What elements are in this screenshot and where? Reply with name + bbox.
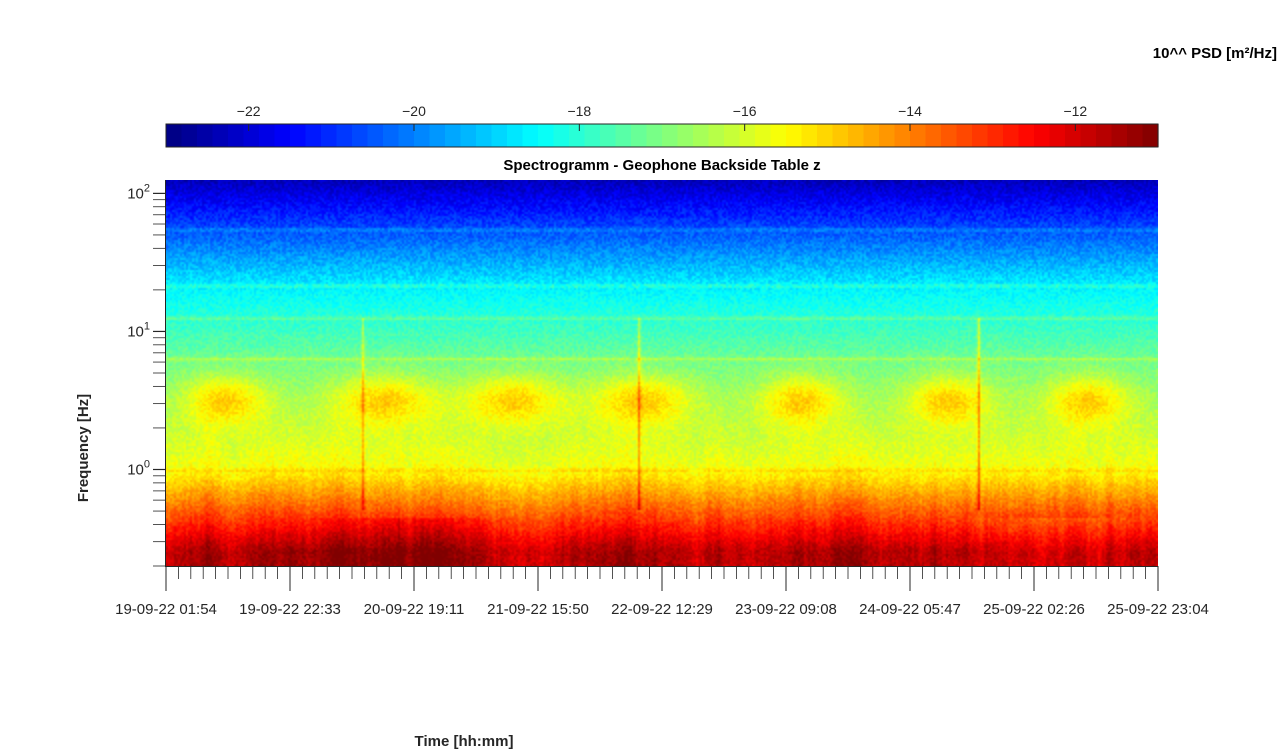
x-tick-label: 22-09-22 12:29: [611, 601, 713, 618]
colorbar-cell: [832, 124, 849, 147]
colorbar-tick-label: −12: [1063, 103, 1087, 119]
x-tick-label: 19-09-22 01:54: [115, 601, 217, 618]
colorbar-cell: [631, 124, 648, 147]
colorbar-cell: [584, 124, 601, 147]
colorbar-cell: [1018, 124, 1035, 147]
y-axis: 100 101 102: [127, 180, 166, 567]
colorbar-cell: [600, 124, 617, 147]
colorbar-cell: [259, 124, 276, 147]
colorbar-cell: [181, 124, 198, 147]
colorbar-cell: [476, 124, 493, 147]
colorbar-cell: [290, 124, 307, 147]
colorbar-cell: [925, 124, 942, 147]
y-tick-label: 100: [127, 459, 150, 479]
colorbar-cell: [708, 124, 725, 147]
colorbar-cell: [460, 124, 477, 147]
colorbar-cell: [553, 124, 570, 147]
x-axis-label: Time [hh:mm]: [415, 733, 514, 750]
colorbar-cell: [879, 124, 896, 147]
colorbar-cell: [987, 124, 1004, 147]
colorbar-tick-label: −22: [237, 103, 261, 119]
colorbar-cell: [414, 124, 431, 147]
colorbar-cell: [677, 124, 694, 147]
colorbar-cell: [398, 124, 415, 147]
spectrogram-image: [166, 180, 1158, 566]
colorbar-cell: [739, 124, 756, 147]
colorbar-cell: [801, 124, 818, 147]
colorbar-cell: [693, 124, 710, 147]
colorbar-cell: [243, 124, 260, 147]
colorbar-cell: [724, 124, 741, 147]
colorbar-cell: [305, 124, 322, 147]
spectrogram-area: [166, 180, 1158, 566]
x-tick-label: 21-09-22 15:50: [487, 601, 589, 618]
colorbar-cell: [1096, 124, 1113, 147]
chart-title: Spectrogramm - Geophone Backside Table z: [503, 157, 820, 174]
colorbar-cell: [367, 124, 384, 147]
colorbar-tick-label: −20: [402, 103, 426, 119]
x-tick-label: 25-09-22 23:04: [1107, 601, 1209, 618]
colorbar-cell: [569, 124, 586, 147]
x-tick-label: 20-09-22 19:11: [364, 601, 465, 618]
colorbar-cell: [1034, 124, 1051, 147]
colorbar-cell: [863, 124, 880, 147]
colorbar-cell: [522, 124, 539, 147]
colorbar-cell: [1003, 124, 1020, 147]
colorbar-label: 10^^ PSD [m²/Hz]: [1153, 45, 1277, 62]
colorbar-cell: [848, 124, 865, 147]
colorbar-cell: [956, 124, 973, 147]
y-axis-label: Frequency [Hz]: [75, 394, 92, 502]
colorbar-cell: [1065, 124, 1082, 147]
colorbar-cell: [615, 124, 632, 147]
colorbar-cell: [166, 124, 183, 147]
colorbar-cell: [228, 124, 245, 147]
colorbar-cell: [197, 124, 214, 147]
colorbar-cell: [1049, 124, 1066, 147]
colorbar-cell: [538, 124, 555, 147]
colorbar-cell: [972, 124, 989, 147]
colorbar-cell: [491, 124, 508, 147]
y-tick-label: 102: [127, 182, 150, 202]
colorbar-tick-label: −16: [733, 103, 757, 119]
colorbar-cell: [321, 124, 338, 147]
colorbar-cell: [910, 124, 927, 147]
colorbar-tick-label: −18: [567, 103, 591, 119]
colorbar-cell: [274, 124, 291, 147]
colorbar-cell: [817, 124, 834, 147]
colorbar-cell: [507, 124, 524, 147]
colorbar-cell: [1111, 124, 1128, 147]
colorbar-cells: [166, 124, 1159, 147]
colorbar-cell: [352, 124, 369, 147]
colorbar-cell: [1142, 124, 1159, 147]
x-tick-label: 24-09-22 05:47: [859, 601, 961, 618]
colorbar-frame: [165, 123, 1159, 148]
colorbar-cell: [445, 124, 462, 147]
colorbar-cell: [212, 124, 229, 147]
colorbar-cell: [1127, 124, 1144, 147]
colorbar-tick-label: −14: [898, 103, 922, 119]
colorbar-ticks: −22 −20 −18 −16 −14 −12: [237, 103, 1087, 131]
colorbar-cell: [770, 124, 787, 147]
x-tick-label: 25-09-22 02:26: [983, 601, 1085, 618]
colorbar: −22 −20 −18 −16 −14 −12: [165, 103, 1159, 148]
x-axis: 19-09-22 01:54 19-09-22 22:33 20-09-22 19:…: [115, 566, 1209, 618]
colorbar-cell: [662, 124, 679, 147]
colorbar-cell: [429, 124, 446, 147]
colorbar-cell: [894, 124, 911, 147]
colorbar-cell: [646, 124, 663, 147]
x-tick-label: 19-09-22 22:33: [239, 601, 341, 618]
colorbar-cell: [786, 124, 803, 147]
colorbar-cell: [1080, 124, 1097, 147]
colorbar-cell: [336, 124, 353, 147]
colorbar-cell: [941, 124, 958, 147]
colorbar-cell: [755, 124, 772, 147]
colorbar-cell: [383, 124, 400, 147]
y-tick-label: 101: [127, 320, 150, 340]
x-tick-label: 23-09-22 09:08: [735, 601, 837, 618]
